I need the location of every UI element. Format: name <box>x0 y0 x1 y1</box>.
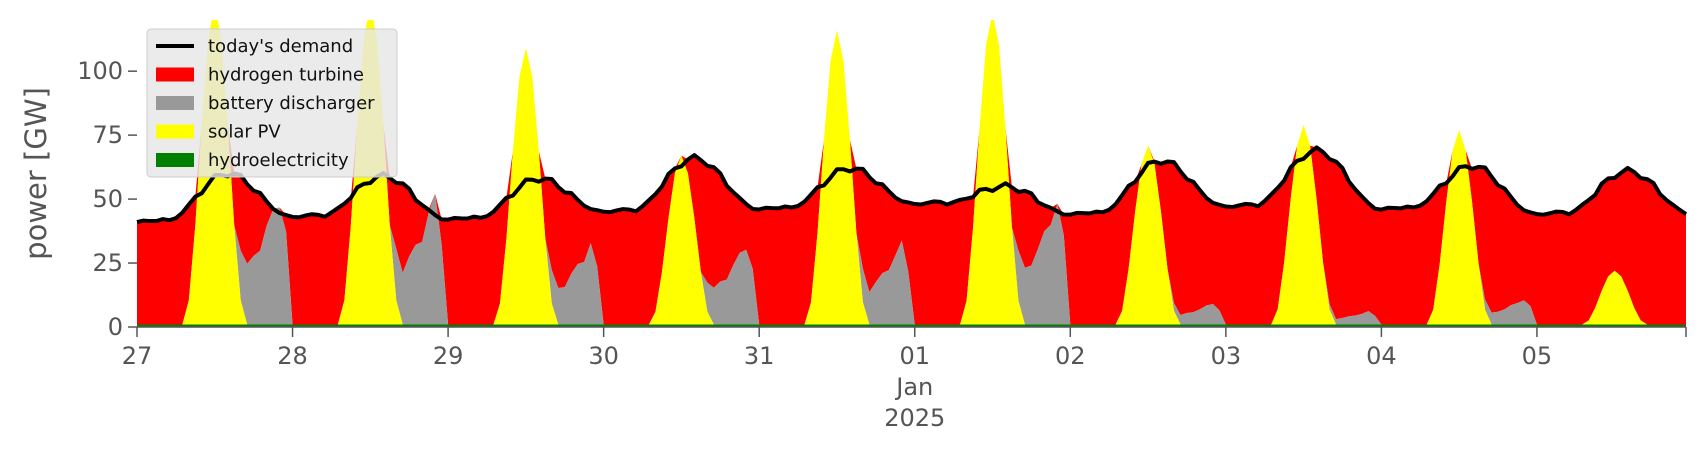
x-tick-label: 03 <box>1211 342 1242 370</box>
x-tick-label: 02 <box>1055 342 1086 370</box>
legend-swatch <box>156 96 194 110</box>
y-tick-label: 0 <box>108 313 123 341</box>
x-tick-label: 29 <box>433 342 464 370</box>
y-tick-label: 50 <box>92 185 123 213</box>
x-tick-label: 27 <box>122 342 153 370</box>
legend-box <box>146 28 398 178</box>
area-solar-pv <box>137 20 1686 325</box>
x-tick-label: 31 <box>744 342 775 370</box>
y-axis: 0 25 50 75 100 <box>77 57 137 341</box>
x-tick-label: 05 <box>1522 342 1553 370</box>
area-hydrogen-turbine <box>137 20 1686 325</box>
x-tick-label: 04 <box>1366 342 1397 370</box>
plot-area <box>136 20 1688 327</box>
legend-label: hydrogen turbine <box>208 65 364 86</box>
line-todays-demand <box>136 145 1688 225</box>
legend-swatch <box>156 67 194 82</box>
x-tick-label: 01 <box>899 342 930 370</box>
legend-label: solar PV <box>208 122 281 143</box>
x-sublabel: 2025 <box>884 404 945 432</box>
legend-swatch <box>156 124 194 139</box>
y-axis-label: power [GW] <box>19 87 53 260</box>
y-tick-label: 25 <box>92 249 123 277</box>
y-tick-label: 100 <box>77 57 123 85</box>
x-tick-label: 28 <box>277 342 308 370</box>
y-tick-label: 75 <box>92 121 123 149</box>
legend: today's demand hydrogen turbine battery di… <box>146 28 398 178</box>
legend-label: today's demand <box>208 36 353 57</box>
x-sublabel: Jan <box>894 373 933 401</box>
legend-label: battery discharger <box>208 93 375 114</box>
x-axis: 27 28 29 30 31 01 02 03 04 05 Jan 2025 <box>122 326 1687 432</box>
demand-line <box>136 145 1688 225</box>
legend-label: hydroelectricity <box>208 150 349 171</box>
x-tick-label: 30 <box>588 342 619 370</box>
legend-swatch <box>156 153 194 167</box>
